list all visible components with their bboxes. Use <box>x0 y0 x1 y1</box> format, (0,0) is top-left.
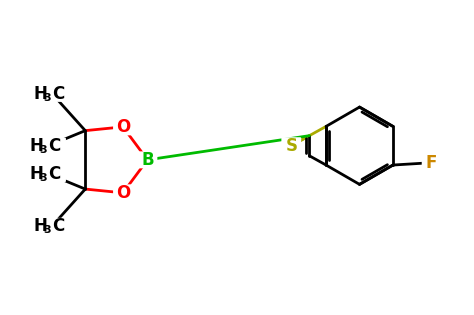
Text: 3: 3 <box>39 145 47 155</box>
Text: 3: 3 <box>43 93 51 103</box>
FancyBboxPatch shape <box>137 152 157 168</box>
Text: O: O <box>116 184 130 202</box>
FancyBboxPatch shape <box>30 86 70 102</box>
FancyBboxPatch shape <box>113 118 133 135</box>
Text: 3: 3 <box>39 173 47 183</box>
FancyBboxPatch shape <box>282 137 301 154</box>
Text: 3: 3 <box>43 225 51 235</box>
Text: C: C <box>48 165 61 183</box>
FancyBboxPatch shape <box>113 184 133 201</box>
Text: C: C <box>48 137 61 155</box>
Text: C: C <box>52 85 64 103</box>
Text: H: H <box>34 217 47 235</box>
Text: H: H <box>30 165 44 183</box>
Text: S: S <box>285 137 297 155</box>
FancyBboxPatch shape <box>422 154 441 171</box>
Text: F: F <box>426 154 438 172</box>
Text: B: B <box>141 151 154 169</box>
Text: O: O <box>116 118 130 136</box>
Text: C: C <box>52 217 64 235</box>
FancyBboxPatch shape <box>30 218 70 234</box>
Text: H: H <box>30 137 44 155</box>
Text: H: H <box>34 85 47 103</box>
FancyBboxPatch shape <box>27 166 66 182</box>
FancyBboxPatch shape <box>27 138 66 154</box>
